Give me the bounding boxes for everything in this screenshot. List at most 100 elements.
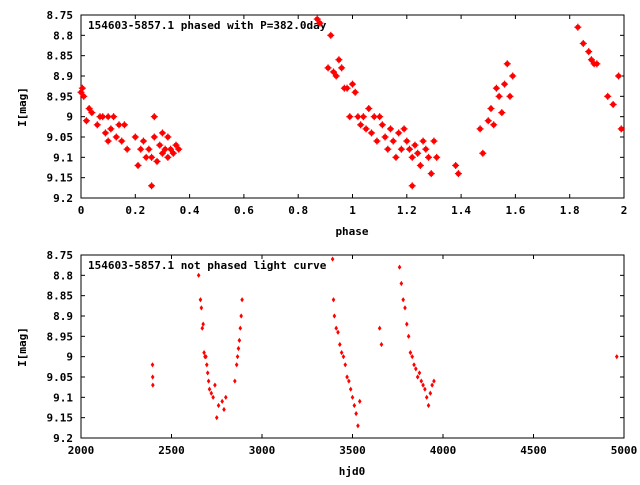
- phased-x-axis-label: phase: [335, 225, 368, 238]
- unphased-data-point: [424, 394, 429, 400]
- phased-data-point: [498, 109, 506, 117]
- phased-data-point: [408, 153, 416, 161]
- phased-data-point: [484, 117, 492, 125]
- unphased-ticks: 2000 2500 3000 3500 4000 4500 5000 8.75 8.8 8.85 8…: [47, 249, 638, 457]
- phased-data-point: [139, 137, 147, 145]
- phased-data-point: [362, 125, 370, 133]
- unphased-data-point: [239, 313, 243, 319]
- unphased-data-point: [350, 394, 355, 400]
- phased-data-point: [338, 64, 346, 72]
- phased-data-point: [381, 133, 389, 141]
- unphased-y-tick-label: 9.1: [53, 391, 73, 404]
- phased-data-point: [329, 68, 337, 76]
- unphased-data-point: [408, 350, 413, 356]
- unphased-data-point: [348, 386, 353, 392]
- phased-data-point: [503, 60, 511, 68]
- phased-data-point: [433, 153, 441, 161]
- unphased-data-point: [233, 378, 237, 384]
- phased-data-point: [615, 72, 623, 80]
- phased-data-point: [153, 157, 161, 165]
- unphased-data-point: [414, 366, 418, 372]
- phased-x-tick-label: 2: [621, 204, 628, 217]
- unphased-data-point: [345, 374, 349, 380]
- phased-data-point: [397, 145, 405, 153]
- phased-data-point: [80, 92, 88, 100]
- unphased-data-point: [216, 402, 221, 409]
- phased-data-point: [148, 153, 156, 161]
- phased-data-point: [422, 145, 430, 153]
- unphased-data-point: [204, 354, 208, 360]
- phased-data-point: [324, 64, 332, 72]
- unphased-data-point: [211, 394, 215, 400]
- phased-data-point: [118, 137, 126, 145]
- unphased-data-point: [423, 386, 427, 392]
- unphased-data-point: [209, 390, 214, 396]
- unphased-x-tick-label: 4000: [430, 444, 457, 457]
- unphased-data-point: [410, 354, 415, 360]
- unphased-data-point: [150, 374, 155, 380]
- phased-data-point: [387, 125, 395, 133]
- phased-data-point: [175, 145, 183, 153]
- phased-data-point: [104, 137, 112, 145]
- unphased-data-point: [379, 341, 384, 348]
- phased-data-point: [78, 84, 86, 92]
- phased-data-point: [579, 39, 587, 47]
- unphased-data-point: [151, 382, 155, 388]
- unphased-data-point: [421, 382, 425, 388]
- phased-y-tick-label: 9.1: [53, 151, 73, 164]
- unphased-data-point: [405, 321, 409, 327]
- unphased-data-point: [224, 394, 228, 400]
- unphased-plot-title: 154603-5857.1 not phased light curve: [88, 259, 327, 272]
- phased-points: [77, 15, 625, 190]
- unphased-data-point: [213, 382, 217, 388]
- phased-x-tick-label: 0.2: [125, 204, 145, 217]
- unphased-data-point: [240, 297, 244, 303]
- unphased-data-point: [397, 264, 402, 270]
- phased-data-point: [313, 15, 321, 23]
- unphased-data-point: [201, 321, 205, 327]
- phased-data-point: [150, 113, 158, 121]
- phased-data-point: [400, 125, 408, 133]
- phased-data-point: [332, 72, 340, 80]
- phased-data-point: [164, 133, 172, 141]
- phased-data-point: [476, 125, 484, 133]
- phased-data-point: [343, 84, 351, 92]
- phased-x-tick-label: 0: [78, 204, 85, 217]
- unphased-data-point: [199, 305, 204, 311]
- phased-data-point: [150, 133, 158, 141]
- unphased-data-point: [235, 354, 240, 360]
- unphased-plot-frame: [80, 254, 625, 439]
- phased-x-tick-label: 1.6: [505, 204, 525, 217]
- phased-data-point: [123, 145, 131, 153]
- unphased-y-tick-label: 8.85: [47, 290, 74, 303]
- unphased-x-tick-label: 2500: [158, 444, 185, 457]
- phased-data-point: [85, 105, 93, 113]
- unphased-data-point: [330, 256, 335, 262]
- phased-data-point: [376, 113, 384, 121]
- phased-y-tick-label: 8.8: [53, 29, 73, 42]
- phased-x-tick-label: 0.6: [234, 204, 254, 217]
- phased-data-point: [327, 31, 335, 39]
- unphased-data-point: [202, 350, 206, 356]
- phased-data-point: [88, 109, 96, 117]
- phased-data-point: [120, 121, 128, 129]
- unphased-data-point: [334, 325, 339, 331]
- unphased-data-point: [352, 402, 357, 409]
- phased-data-point: [604, 92, 612, 100]
- phased-data-point: [452, 161, 460, 169]
- phased-y-tick-label: 9: [66, 111, 73, 124]
- phased-data-point: [609, 100, 617, 108]
- phased-y-tick-label: 9.2: [53, 192, 73, 205]
- phased-data-point: [492, 84, 500, 92]
- phased-data-point: [169, 149, 177, 157]
- unphased-data-point: [343, 362, 348, 368]
- phased-x-tick-label: 0.8: [288, 204, 308, 217]
- unphased-y-tick-label: 8.9: [53, 310, 73, 323]
- phased-data-point: [359, 113, 367, 121]
- phased-data-point: [93, 121, 101, 129]
- unphased-data-point: [415, 374, 420, 380]
- phased-y-axis-label: I[mag]: [16, 87, 29, 127]
- phased-data-point: [585, 48, 593, 56]
